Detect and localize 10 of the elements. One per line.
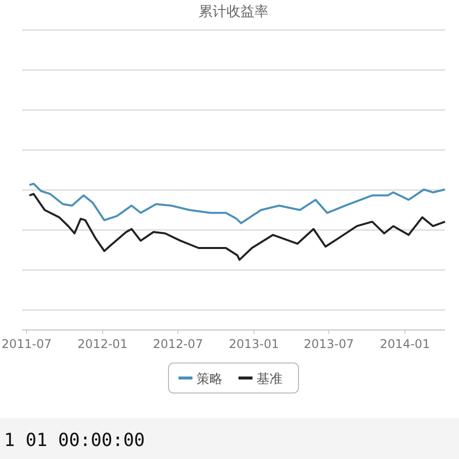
legend-label: 策略 xyxy=(196,372,222,387)
x-tick-label: 2012-07 xyxy=(152,337,203,351)
chart-title: 累计收益率 xyxy=(198,4,268,20)
x-tick-label: 2014-01 xyxy=(380,337,430,351)
x-tick-label: 2013-01 xyxy=(228,337,280,351)
legend-label: 基准 xyxy=(256,372,282,387)
text: 1 01 00:00:00 xyxy=(4,430,145,451)
x-tick-label: 2013-07 xyxy=(304,337,354,351)
x-tick-label: 2012-01 xyxy=(78,337,128,351)
x-tick-label: 2011-07 xyxy=(1,337,52,351)
